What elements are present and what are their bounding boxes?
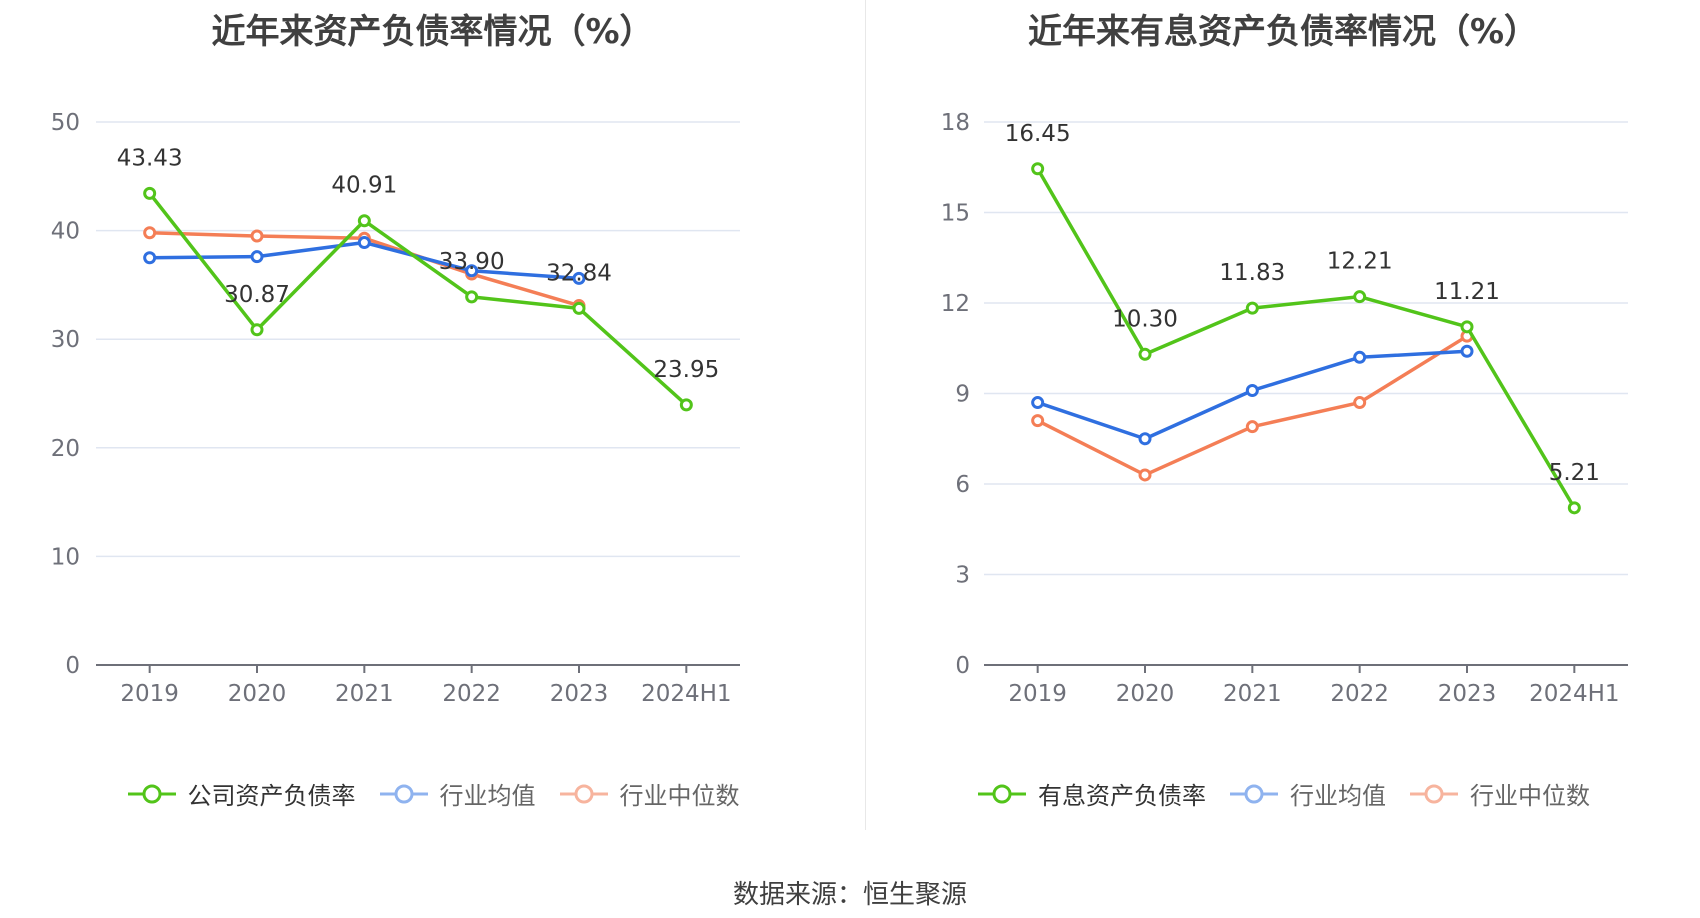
chart-panel-left: 近年来资产负债率情况（%） 0 10 20 30 40 50 2019 2020 2021 202…	[0, 0, 865, 830]
legend-line-marker-icon	[379, 784, 428, 803]
legend-line-marker-icon	[1230, 784, 1278, 803]
data-label: 40.91	[331, 173, 397, 199]
data-point-industry-median[interactable]	[1138, 468, 1152, 482]
legend-item-company-debt-ratio[interactable]: 公司资产负债率	[126, 776, 356, 811]
y-tick-label: 6	[955, 472, 970, 498]
data-point-industry-mean[interactable]	[143, 251, 157, 265]
data-point-industry-mean[interactable]	[250, 250, 264, 264]
y-tick-label: 12	[941, 291, 970, 317]
x-tick-label: 2021	[1223, 681, 1282, 707]
x-tick-label: 2020	[1116, 681, 1175, 707]
x-tick-label: 2022	[442, 681, 501, 707]
data-label: 23.95	[653, 357, 719, 383]
x-tick-label: 2022	[1330, 681, 1389, 707]
data-point-primary[interactable]	[1567, 501, 1581, 515]
data-label: 12.21	[1327, 249, 1393, 275]
data-label: 30.87	[224, 282, 290, 308]
x-tick-label: 2019	[120, 681, 179, 707]
data-point-industry-mean[interactable]	[1460, 344, 1474, 358]
chart-title-right: 近年来有息资产负债率情况（%）	[1027, 12, 1539, 52]
legend-line-marker-icon	[559, 784, 608, 803]
data-point-industry-median[interactable]	[1353, 396, 1367, 410]
data-point-primary[interactable]	[1245, 301, 1259, 315]
data-point-industry-mean[interactable]	[572, 271, 586, 285]
chart-panel-right: 近年来有息资产负债率情况（%） 0 3 6 9 12 15 18 2019 2020 2021 20…	[866, 0, 1700, 830]
x-tick-label: 2023	[550, 681, 609, 707]
data-point-industry-mean[interactable]	[357, 236, 371, 250]
data-point-primary[interactable]	[465, 290, 479, 304]
legend-line-marker-icon	[1410, 784, 1458, 803]
legend-line-marker-icon	[978, 784, 1026, 803]
data-point-primary[interactable]	[679, 398, 693, 412]
line-chart-debt-ratio: 0 10 20 30 40 50 2019 2020 2021 2022 2023 2024H1 43.…	[51, 110, 740, 707]
data-label: 11.21	[1434, 279, 1500, 305]
legend-label: 公司资产负债率	[187, 782, 356, 810]
data-point-industry-mean[interactable]	[1353, 350, 1367, 364]
data-point-industry-mean[interactable]	[465, 264, 479, 278]
data-point-primary[interactable]	[572, 301, 586, 315]
legend-item-industry-mean[interactable]: 行业均值	[378, 776, 536, 811]
y-tick-label: 18	[941, 110, 970, 136]
legend-left: 公司资产负债率 行业均值 行业中位数	[0, 776, 865, 811]
data-point-industry-mean[interactable]	[1245, 383, 1259, 397]
data-label: 32.84	[546, 260, 612, 286]
series-line-industry-median	[1036, 334, 1468, 477]
data-point-primary[interactable]	[1353, 290, 1367, 304]
legend-right: 有息资产负债率 行业均值 行业中位数	[866, 776, 1700, 811]
data-point-industry-mean[interactable]	[1031, 396, 1045, 410]
legend-label: 行业中位数	[619, 782, 740, 810]
y-tick-label: 9	[955, 382, 970, 408]
data-point-primary[interactable]	[1031, 162, 1045, 176]
data-label: 11.83	[1219, 260, 1285, 286]
y-tick-label: 50	[51, 110, 80, 136]
data-point-primary[interactable]	[1138, 347, 1152, 361]
y-tick-label: 0	[65, 653, 80, 679]
legend-label: 行业均值	[439, 782, 536, 810]
data-source-note: 数据来源：恒生聚源	[732, 880, 967, 910]
data-label: 10.30	[1112, 306, 1178, 332]
x-tick-label: 2024H1	[641, 681, 731, 707]
legend-item-industry-median[interactable]: 行业中位数	[558, 776, 740, 811]
panel-divider	[865, 0, 866, 830]
data-label: 5.21	[1549, 460, 1600, 486]
series-line-primary	[148, 192, 688, 407]
y-tick-label: 30	[51, 327, 80, 353]
y-tick-label: 3	[955, 563, 970, 589]
data-label: 16.45	[1005, 121, 1071, 147]
x-tick-label: 2020	[228, 681, 287, 707]
data-point-industry-median[interactable]	[250, 229, 264, 243]
data-label: 33.90	[439, 249, 505, 275]
y-tick-label: 40	[51, 219, 80, 245]
data-point-industry-median[interactable]	[143, 226, 157, 240]
data-point-industry-median[interactable]	[1245, 420, 1259, 434]
x-tick-label: 2023	[1438, 681, 1497, 707]
data-point-industry-median[interactable]	[1031, 414, 1045, 428]
legend-item-industry-median[interactable]: 行业中位数	[1408, 776, 1590, 811]
data-point-primary[interactable]	[1460, 320, 1474, 334]
legend-item-interest-debt-ratio[interactable]: 有息资产负债率	[976, 776, 1206, 811]
y-tick-label: 15	[941, 201, 970, 227]
x-tick-label: 2024H1	[1529, 681, 1619, 707]
legend-label: 行业中位数	[1470, 782, 1590, 810]
legend-label: 行业均值	[1290, 782, 1386, 810]
data-point-primary[interactable]	[250, 323, 264, 337]
data-point-industry-mean[interactable]	[1138, 432, 1152, 446]
data-point-primary[interactable]	[143, 186, 157, 200]
y-tick-label: 20	[51, 436, 80, 462]
x-tick-label: 2019	[1008, 681, 1067, 707]
data-label: 43.43	[117, 145, 183, 171]
x-tick-label: 2021	[335, 681, 394, 707]
legend-item-industry-mean[interactable]: 行业均值	[1228, 776, 1386, 811]
legend-label: 有息资产负债率	[1038, 782, 1206, 810]
data-point-primary[interactable]	[357, 214, 371, 228]
line-chart-interest-debt-ratio: 0 3 6 9 12 15 18 2019 2020 2021 2022 2023 2024H1 16.4…	[941, 110, 1628, 707]
y-tick-label: 0	[955, 653, 970, 679]
y-tick-label: 10	[51, 544, 80, 570]
legend-line-marker-icon	[127, 784, 176, 803]
series-line-primary	[1036, 167, 1576, 509]
chart-title-left: 近年来资产负债率情况（%）	[211, 12, 654, 52]
